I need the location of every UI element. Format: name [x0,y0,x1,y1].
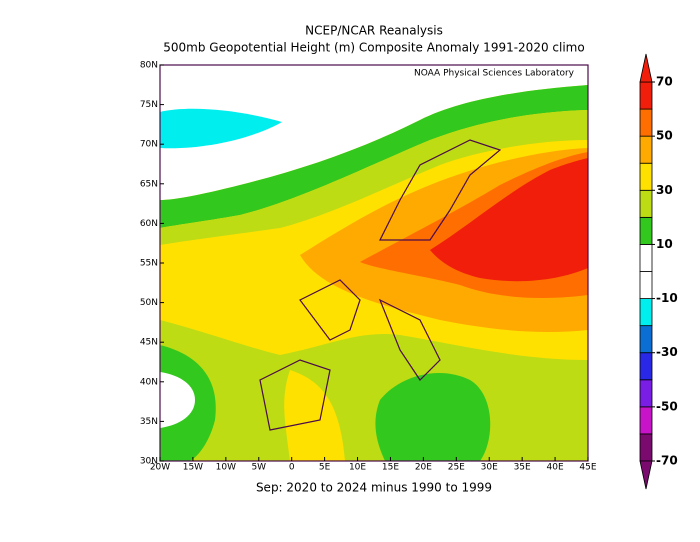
lat-tick-label: 75N [140,100,158,110]
lon-tick-label: 15W [183,463,203,473]
colorbar-band [639,216,653,245]
lat-tick-label: 35N [140,417,158,427]
lat-tick-label: 40N [140,377,158,387]
lon-tick-label: 15E [382,463,399,473]
credit: NOAA Physical Sciences Laboratory [414,69,575,79]
colorbar-tick-label: 10 [656,237,673,251]
lon-tick-label: 10E [349,463,366,473]
colorbar-tick-label: 70 [656,75,673,89]
lon-tick-label: 45E [579,463,596,473]
lat-tick-label: 55N [140,259,158,269]
colorbar-band [639,298,653,327]
colorbar-band [639,406,653,435]
colorbar-band [639,81,653,110]
footer: Sep: 2020 to 2024 minus 1990 to 1999 [256,481,492,495]
lon-tick-label: 5E [319,463,331,473]
lat-tick-label: 45N [140,338,158,348]
colorbar-arrow-top [639,53,653,83]
lat-tick-label: 65N [140,179,158,189]
colorbar-band [639,325,653,354]
colorbar-band [639,244,653,272]
title: NCEP/NCAR Reanalysis [305,24,443,38]
colorbar-band [639,271,653,299]
lon-tick-label: 35E [514,463,531,473]
lat-tick-label: 80N [140,61,158,71]
colorbar-tick-label: -10 [656,291,678,305]
subtitle: 500mb Geopotential Height (m) Composite … [163,41,584,55]
lon-tick-label: 0 [289,463,295,473]
lon-tick-label: 20E [415,463,432,473]
lat-tick-label: 70N [140,140,158,150]
colorbar-tick-label: 50 [656,129,673,143]
lon-tick-label: 5W [251,463,266,473]
colorbar-band [639,135,653,164]
lat-tick-label: 50N [140,298,158,308]
lat-tick-label: 60N [140,219,158,229]
colorbar-tick-label: -50 [656,399,678,413]
colorbar-tick-label: 30 [656,183,673,197]
colorbar-band [639,189,653,218]
colorbar-tick-label: -30 [656,345,678,359]
lat-tick-label: 30N [140,457,158,467]
colorbar-band [639,352,653,381]
colorbar-band [639,433,653,462]
lon-tick-label: 20W [150,463,170,473]
lon-tick-label: 10W [216,463,236,473]
colorbar-band [639,379,653,408]
lon-tick-label: 40E [547,463,564,473]
colorbar-band [639,108,653,137]
anomaly-field [160,65,588,461]
colorbar-tick-label: -70 [656,454,678,468]
credit-box [402,67,586,78]
lon-tick-label: 30E [481,463,498,473]
colorbar-band [639,162,653,191]
lon-tick-label: 25E [448,463,465,473]
colorbar-arrow-bottom [639,460,653,490]
